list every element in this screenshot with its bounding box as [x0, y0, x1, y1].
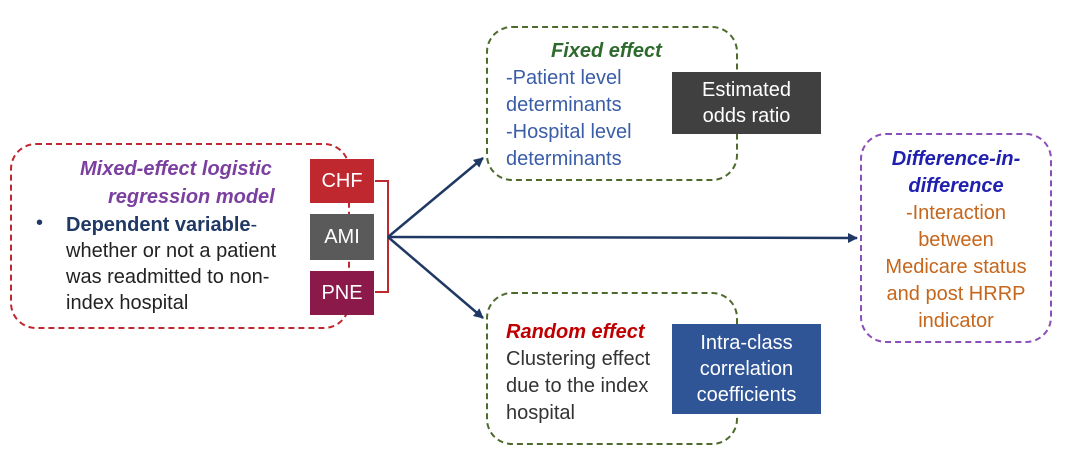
arrow-to-random-effect: [387, 236, 484, 319]
tag-pne: PNE: [310, 271, 374, 315]
bullet-icon: •: [36, 212, 44, 234]
icc-box: Intra-class correlation coefficients: [672, 324, 821, 414]
did-line5: indicator: [918, 310, 994, 332]
odds-ratio-box: Estimated odds ratio: [672, 72, 821, 134]
fixed-effect-title: Fixed effect: [551, 40, 662, 62]
dependent-text-line2: was readmitted to non-: [66, 266, 270, 288]
fixed-effect-line3: -Hospital level: [506, 121, 632, 143]
fixed-effect-line2: determinants: [506, 94, 622, 116]
difference-in-difference-box: [860, 133, 1052, 343]
condition-bracket: [375, 180, 389, 293]
odds-ratio-line1: Estimated: [702, 79, 791, 101]
random-effect-title: Random effect: [506, 321, 645, 343]
dependent-text-line3: index hospital: [66, 292, 189, 314]
random-effect-line3: hospital: [506, 402, 575, 424]
did-title-line1: Difference-in-: [891, 148, 1021, 170]
did-title-line2: difference: [908, 175, 1004, 197]
icc-line3: coefficients: [696, 384, 797, 406]
arrow-to-fixed-effect: [387, 157, 484, 238]
mixed-effect-model-box: [10, 143, 350, 329]
dependent-variable-dash: -: [250, 214, 258, 236]
random-effect-line2: due to the index: [506, 375, 649, 397]
tag-chf: CHF: [310, 159, 374, 203]
did-line1: -Interaction: [905, 202, 1007, 224]
did-line4: and post HRRP: [886, 283, 1026, 305]
mixed-model-title-line2: regression model: [108, 186, 275, 208]
dependent-variable-line: Dependent variable-: [66, 211, 257, 239]
mixed-model-title-line1: Mixed-effect logistic: [80, 158, 272, 180]
dependent-variable-label: Dependent variable: [66, 214, 251, 236]
tag-ami: AMI: [310, 214, 374, 260]
odds-ratio-line2: odds ratio: [702, 105, 791, 127]
did-line2: between: [918, 229, 994, 251]
did-text-block: Difference-in- difference -Interaction b…: [860, 146, 1052, 335]
fixed-effect-line1: -Patient level: [506, 67, 622, 89]
arrow-to-did: [387, 232, 858, 243]
did-line3: Medicare status: [885, 256, 1027, 278]
random-effect-line1: Clustering effect: [506, 348, 651, 370]
fixed-effect-line4: determinants: [506, 148, 622, 170]
icc-line2: correlation: [699, 358, 794, 380]
icc-line1: Intra-class: [700, 332, 793, 354]
dependent-text-line1: whether or not a patient: [66, 240, 277, 262]
